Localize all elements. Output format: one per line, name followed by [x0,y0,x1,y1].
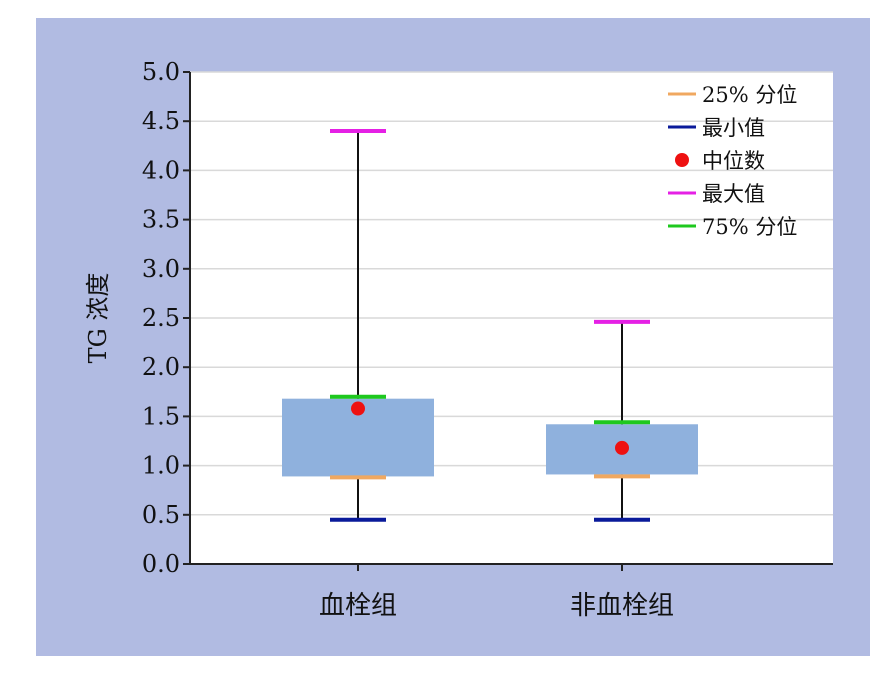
legend-item: 25% 分位 [668,83,797,107]
legend-label: 25% 分位 [702,83,797,107]
legend-item: 最小值 [668,116,765,140]
median-marker [351,401,365,416]
y-tick-label: 4.5 [142,107,180,135]
boxes [282,129,698,522]
legend-item: 最大值 [668,182,765,206]
y-tick-label: 5.0 [142,58,180,86]
legend-item: 中位数 [675,149,765,173]
y-tick-label: 1.5 [142,402,180,430]
x-category-label: 血栓组 [319,591,397,621]
legend-item: 75% 分位 [668,215,797,239]
y-tick-label: 1.0 [142,452,180,480]
y-tick-label: 3.5 [142,206,180,234]
y-tick-label: 0.5 [142,501,180,529]
legend-label: 75% 分位 [702,215,797,239]
box-group [282,129,434,522]
grid-lines [190,71,833,516]
legend-label: 中位数 [702,149,765,173]
median-marker [615,440,629,455]
y-tick-label: 4.0 [142,156,180,184]
y-tick-label: 3.0 [142,255,180,283]
x-labels: 血栓组 非血栓组 [319,564,674,621]
box-group [546,319,698,522]
legend-label: 最大值 [702,182,765,206]
y-axis-title: TG 浓度 [84,273,112,364]
y-tick-label: 2.0 [142,353,180,381]
legend-label: 最小值 [702,116,765,140]
y-ticks: 0.0 0.5 1.0 1.5 2.0 2.5 3.0 3.5 4.0 4.5 5.0 [142,58,190,578]
x-category-label: 非血栓组 [570,591,674,621]
y-tick-label: 2.5 [142,304,180,332]
legend-dot [675,153,689,167]
y-tick-label: 0.0 [142,550,180,578]
